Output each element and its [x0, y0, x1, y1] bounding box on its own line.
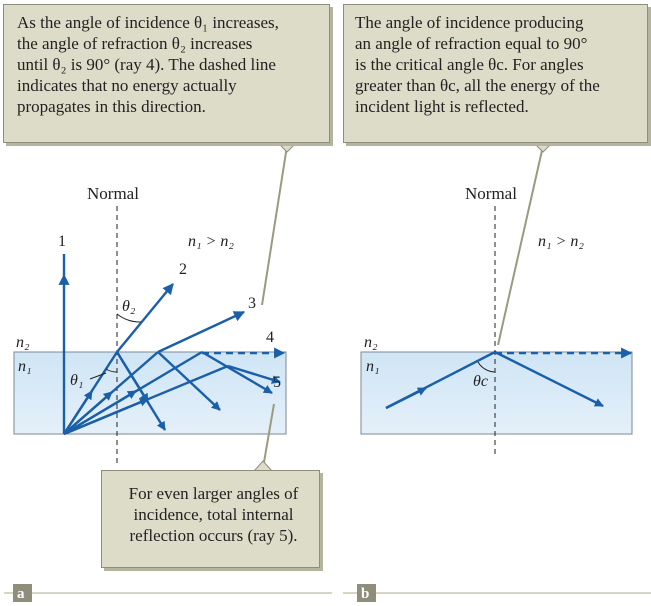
panel-a-tag — [13, 584, 32, 602]
medium-bottom-label-a: n₁ — [18, 358, 32, 375]
ray-4-reflected — [201, 350, 273, 395]
callout-total-internal-reflection: For even larger angles of incidence, tot… — [101, 470, 320, 568]
leader-a-top — [261, 145, 288, 306]
ray-label-4: 4 — [266, 329, 274, 346]
medium-bottom-label-b: n₁ — [366, 358, 380, 375]
theta2-arc — [116, 313, 142, 323]
panel-b-label: b — [361, 586, 369, 602]
thetac-arc — [477, 361, 496, 373]
ray-3-refracted — [157, 310, 245, 354]
callout-a2-line1: For even larger angles of — [128, 484, 299, 503]
callout-b1-line5: incident light is reflected. — [355, 97, 529, 116]
thetac-label: θc — [473, 373, 488, 390]
critical-reflected — [494, 350, 604, 408]
callout-b1-line3: is the critical angle θc. For angles — [355, 55, 584, 74]
rays-b — [385, 350, 604, 410]
index-relation-a: n₁ > n₂ — [188, 233, 234, 250]
callout-a2-line3: reflection occurs (ray 5). — [129, 526, 298, 545]
normal-label-b: Normal — [465, 184, 517, 203]
theta1-arc — [105, 368, 118, 373]
medium-top-label-b: n₂ — [364, 334, 378, 351]
callout-a1-line3: until θ₂ is 90° (ray 4). The dashed line — [17, 55, 276, 74]
medium-top-label-a: n₂ — [16, 334, 30, 351]
medium-n1-a — [13, 351, 287, 435]
medium-n1-b — [360, 351, 633, 435]
callout-b1-line4: greater than θc, all the energy of the — [355, 76, 600, 95]
theta1-leader — [89, 372, 107, 380]
ray-label-2: 2 — [179, 261, 187, 278]
callout-b1-line1: The angle of incidence producing — [355, 13, 584, 32]
ray-label-1: 1 — [58, 233, 66, 250]
panel-a-label: a — [17, 586, 25, 602]
leader-a-bottom — [262, 403, 275, 469]
ray-2-refracted — [116, 283, 174, 353]
ray-5-reflected — [227, 364, 281, 384]
index-relation-b: n₁ > n₂ — [538, 233, 584, 250]
panel-b-tag — [357, 584, 376, 602]
leader-b-top — [497, 145, 544, 346]
rays-a — [58, 254, 281, 436]
theta2-label: θ₂ — [122, 298, 136, 315]
callout-a1-line2: the angle of refraction θ₂ increases — [17, 34, 253, 53]
callout-critical-angle: The angle of incidence producing an angl… — [343, 4, 648, 143]
callout-b1-line2: an angle of refraction equal to 90° — [355, 34, 588, 53]
callout-critical-progression: As the angle of incidence θ₁ increases, … — [3, 4, 330, 143]
callout-a2-line2: incidence, total internal — [133, 505, 294, 524]
callout-a1-line4: indicates that no energy actually — [17, 76, 237, 95]
ray-label-3: 3 — [248, 295, 256, 312]
theta1-label: θ₁ — [70, 372, 83, 389]
callout-a1-line5: propagates in this direction. — [17, 97, 206, 116]
ray-label-5: 5 — [273, 374, 281, 391]
callout-a1-line1: As the angle of incidence θ₁ increases, — [17, 13, 279, 32]
normal-label-a: Normal — [87, 184, 139, 203]
